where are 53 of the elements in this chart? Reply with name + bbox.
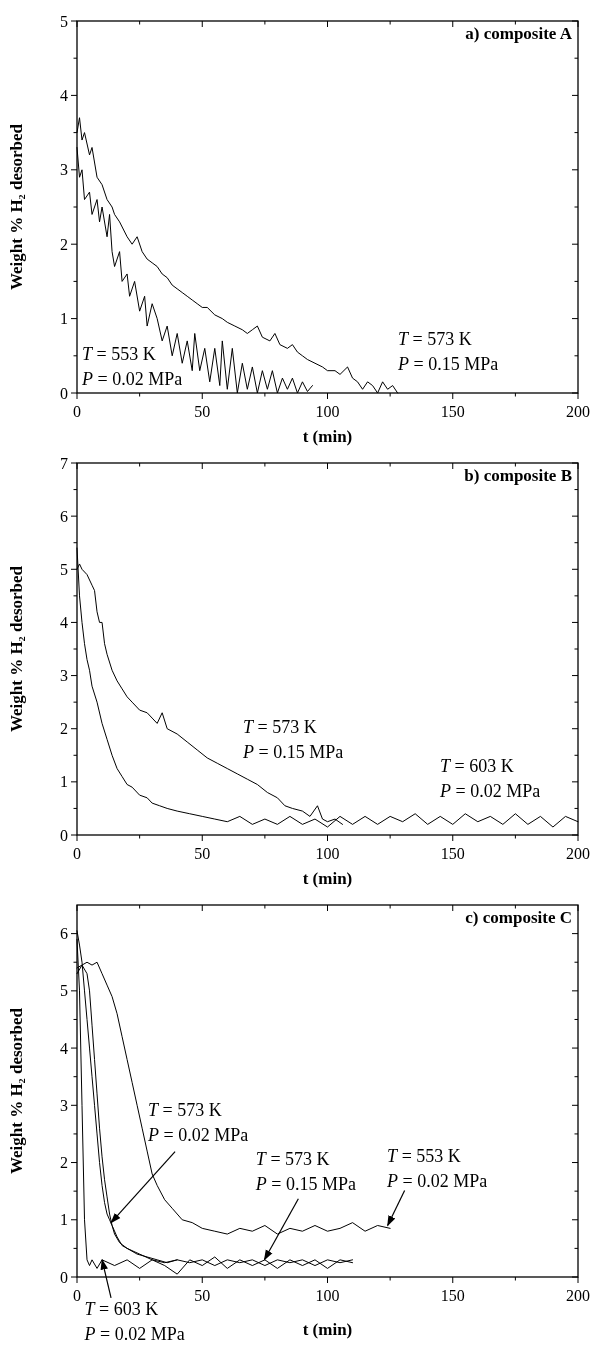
- y-tick-label: 1: [60, 310, 68, 328]
- chart-title: b) composite B: [464, 466, 572, 485]
- x-axis-title: t (min): [302, 1320, 353, 1339]
- y-axis-title: Weight % H₂ desorbed: [7, 565, 26, 733]
- y-tick-label: 4: [60, 86, 68, 104]
- y-tick-label: 5: [60, 12, 68, 30]
- x-tick-label: 150: [440, 1287, 465, 1304]
- y-tick-label: 6: [60, 507, 68, 525]
- y-tick-label: 5: [60, 982, 68, 1000]
- y-tick-label: 0: [60, 1268, 68, 1286]
- x-tick-label: 100: [315, 845, 340, 862]
- x-tick-label: 150: [440, 845, 465, 862]
- annotation: T = 573 K P = 0.15 MPa: [242, 717, 344, 762]
- x-tick-label: 0: [73, 1287, 81, 1304]
- y-tick-label: 2: [60, 720, 68, 738]
- x-tick-label: 200: [566, 1287, 590, 1304]
- annotation: T = 573 K P = 0.15 MPa: [397, 329, 499, 374]
- x-tick-label: 0: [73, 845, 81, 862]
- chart-title: c) composite C: [465, 908, 572, 927]
- y-tick-label: 4: [60, 1039, 68, 1057]
- x-tick-label: 50: [194, 403, 211, 420]
- y-tick-label: 1: [60, 773, 68, 791]
- annotation: T = 603 K P = 0.02 MPa: [83, 1298, 185, 1344]
- x-tick-label: 0: [73, 403, 81, 420]
- annotation: T = 553 K P = 0.02 MPa: [386, 1146, 488, 1192]
- annotation: T = 573 K P = 0.02 MPa: [147, 1099, 249, 1145]
- y-tick-label: 0: [60, 826, 68, 844]
- y-tick-label: 2: [60, 1154, 68, 1172]
- chart-title: a) composite A: [465, 24, 573, 43]
- x-tick-label: 150: [440, 403, 465, 420]
- y-tick-label: 3: [60, 161, 68, 179]
- y-tick-label: 6: [60, 925, 68, 943]
- x-axis-title: t (min): [302, 427, 353, 446]
- annotation: T = 573 K P = 0.15 MPa: [254, 1148, 357, 1194]
- x-tick-label: 50: [194, 1287, 211, 1304]
- x-tick-label: 100: [315, 403, 340, 420]
- y-tick-label: 0: [60, 384, 68, 402]
- y-tick-label: 3: [60, 667, 68, 685]
- y-tick-label: 7: [60, 454, 68, 472]
- y-tick-label: 1: [60, 1211, 68, 1229]
- x-tick-label: 200: [566, 403, 590, 420]
- x-tick-label: 50: [194, 845, 211, 862]
- x-tick-label: 200: [566, 845, 590, 862]
- y-tick-label: 5: [60, 560, 68, 578]
- x-axis-title: t (min): [302, 869, 353, 888]
- y-axis-title: Weight % H₂ desorbed: [7, 123, 26, 291]
- y-axis-title: Weight % H₂ desorbed: [7, 1007, 26, 1175]
- x-tick-label: 100: [315, 1287, 340, 1304]
- annotation: T = 553 K P = 0.02 MPa: [81, 344, 183, 389]
- annotation: T = 603 K P = 0.02 MPa: [439, 756, 541, 801]
- y-tick-label: 4: [60, 613, 68, 631]
- y-tick-label: 3: [60, 1096, 68, 1114]
- y-tick-label: 2: [60, 235, 68, 253]
